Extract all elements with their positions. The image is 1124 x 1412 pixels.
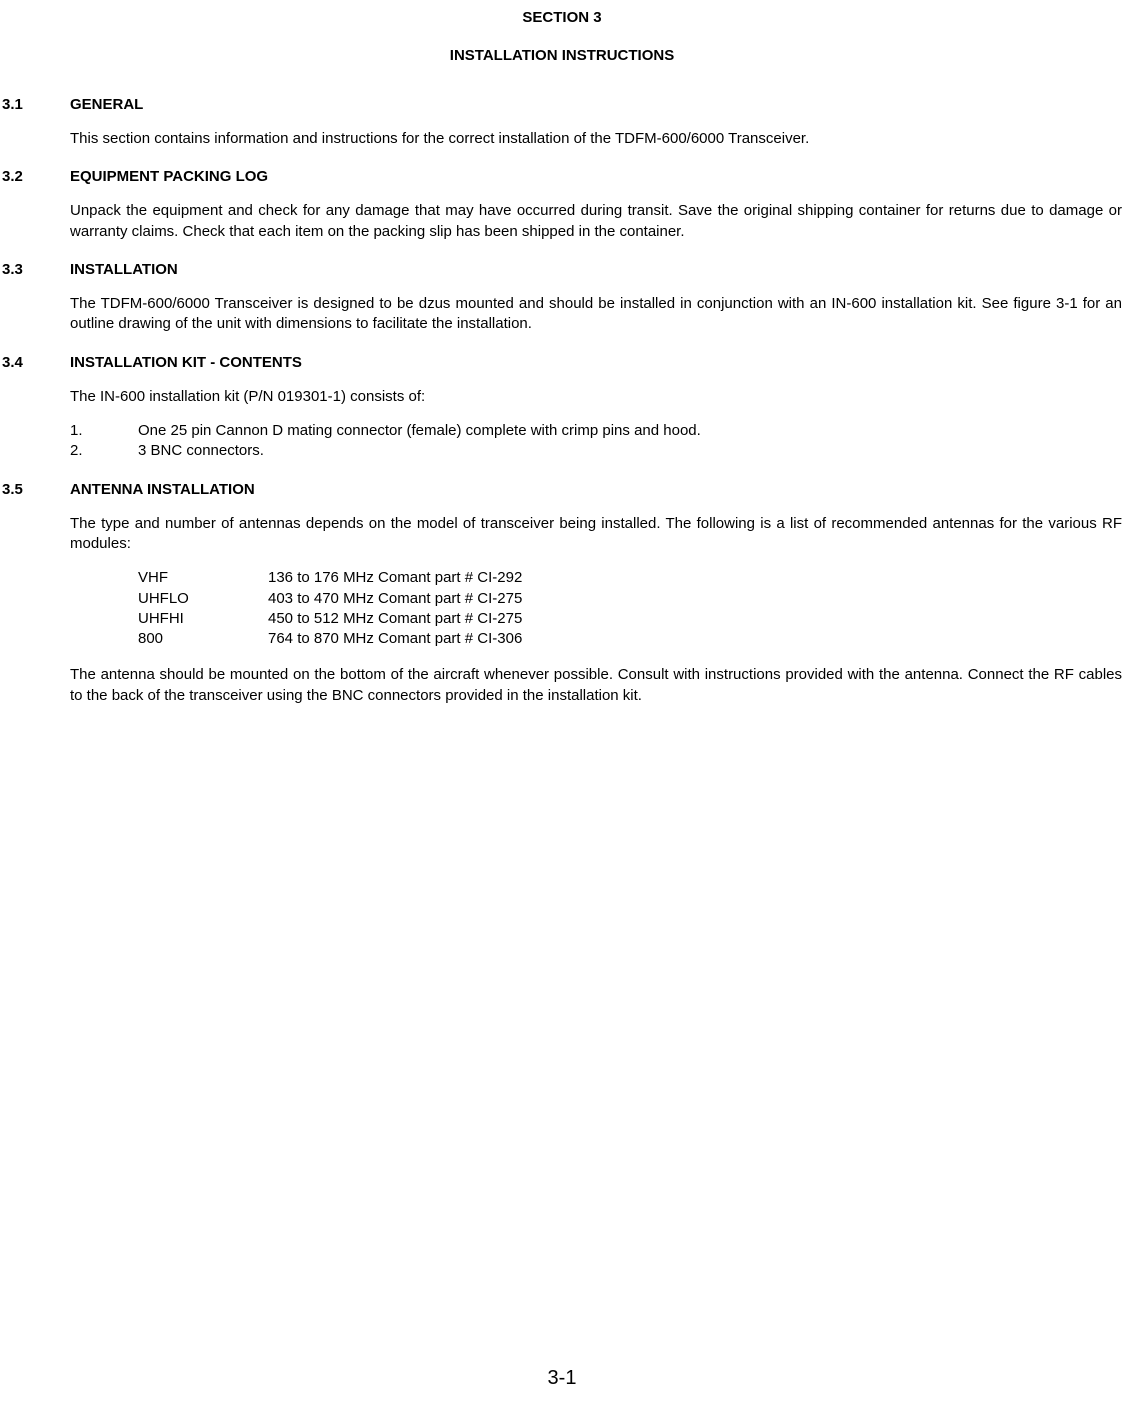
body-text: This section contains information and in… xyxy=(70,129,1122,149)
antenna-label: VHF xyxy=(138,568,268,588)
antenna-spec: 136 to 176 MHz Comant part # CI-292 xyxy=(268,568,1122,588)
antenna-label: UHFHI xyxy=(138,609,268,629)
antenna-row: UHFHI 450 to 512 MHz Comant part # CI-27… xyxy=(138,609,1122,629)
antenna-row: VHF 136 to 176 MHz Comant part # CI-292 xyxy=(138,568,1122,588)
page-number: 3-1 xyxy=(0,1365,1124,1392)
body-text: The antenna should be mounted on the bot… xyxy=(70,665,1122,706)
list-item: 1. One 25 pin Cannon D mating connector … xyxy=(70,421,1122,441)
section-title: INSTALLATION KIT - CONTENTS xyxy=(70,353,1122,373)
section-title: EQUIPMENT PACKING LOG xyxy=(70,167,1122,187)
section-number: 3.5 xyxy=(2,480,70,500)
section-title: GENERAL xyxy=(70,95,1122,115)
section-3-4: 3.4 INSTALLATION KIT - CONTENTS The IN-6… xyxy=(2,353,1122,462)
section-title: ANTENNA INSTALLATION xyxy=(70,480,1122,500)
antenna-row: 800 764 to 870 MHz Comant part # CI-306 xyxy=(138,629,1122,649)
list-item: 2. 3 BNC connectors. xyxy=(70,441,1122,461)
list-text: 3 BNC connectors. xyxy=(138,441,1122,461)
section-3-1: 3.1 GENERAL This section contains inform… xyxy=(2,95,1122,150)
body-text: The IN-600 installation kit (P/N 019301-… xyxy=(70,387,1122,407)
body-text: Unpack the equipment and check for any d… xyxy=(70,201,1122,242)
section-title: INSTALLATION xyxy=(70,260,1122,280)
section-number: 3.4 xyxy=(2,353,70,373)
section-3-5: 3.5 ANTENNA INSTALLATION The type and nu… xyxy=(2,480,1122,706)
section-number: 3.3 xyxy=(2,260,70,280)
section-number: 3.1 xyxy=(2,95,70,115)
section-3-3: 3.3 INSTALLATION The TDFM-600/6000 Trans… xyxy=(2,260,1122,335)
antenna-spec: 764 to 870 MHz Comant part # CI-306 xyxy=(268,629,1122,649)
body-text: The type and number of antennas depends … xyxy=(70,514,1122,555)
list-text: One 25 pin Cannon D mating connector (fe… xyxy=(138,421,1122,441)
antenna-row: UHFLO 403 to 470 MHz Comant part # CI-27… xyxy=(138,589,1122,609)
antenna-spec: 450 to 512 MHz Comant part # CI-275 xyxy=(268,609,1122,629)
antenna-spec: 403 to 470 MHz Comant part # CI-275 xyxy=(268,589,1122,609)
list-number: 1. xyxy=(70,421,138,441)
section-3-2: 3.2 EQUIPMENT PACKING LOG Unpack the equ… xyxy=(2,167,1122,242)
body-text: The TDFM-600/6000 Transceiver is designe… xyxy=(70,294,1122,335)
section-number: 3.2 xyxy=(2,167,70,187)
antenna-label: 800 xyxy=(138,629,268,649)
section-header: SECTION 3 xyxy=(2,8,1122,28)
list-number: 2. xyxy=(70,441,138,461)
section-subtitle: INSTALLATION INSTRUCTIONS xyxy=(2,46,1122,66)
antenna-label: UHFLO xyxy=(138,589,268,609)
